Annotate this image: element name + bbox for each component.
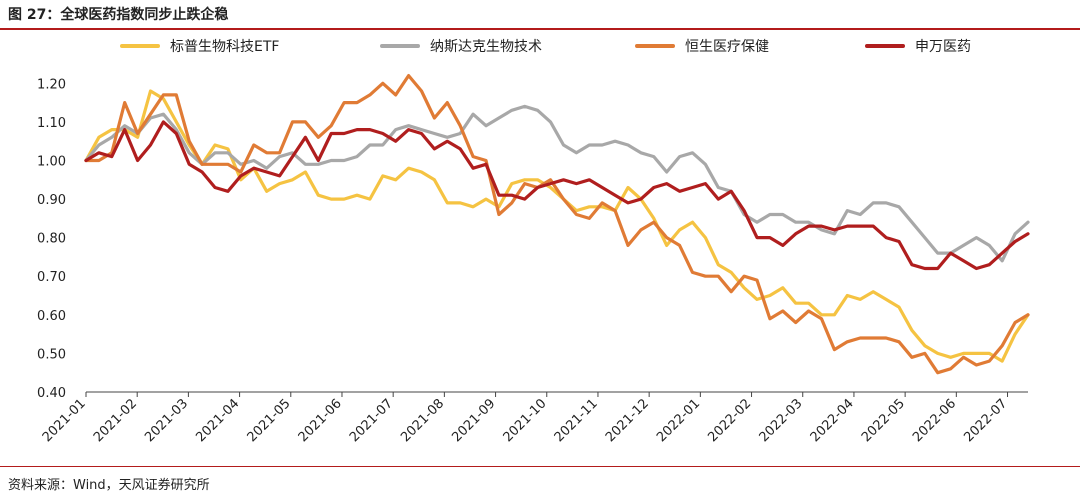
x-tick-label: 2021-07: [347, 396, 396, 445]
y-tick-label: 0.60: [37, 309, 66, 324]
y-tick-label: 0.80: [37, 232, 66, 247]
x-tick-label: 2022-01: [654, 396, 703, 445]
legend-item-nasdaq-biotech: 纳斯达克生物技术: [380, 36, 542, 56]
x-tick-label: 2021-03: [142, 396, 191, 445]
legend-swatch-sp-biotech: [120, 44, 160, 48]
page-title: 图 27：全球医药指数同步止跌企稳: [8, 7, 229, 23]
x-tick-label: 2022-04: [808, 396, 857, 445]
series-line-sw-pharma: [84, 120, 1030, 271]
source-note: 资料来源：Wind，天风证券研究所: [8, 478, 210, 493]
legend-label-sw-pharma: 申万医药: [915, 39, 971, 55]
x-tick-label: 2022-02: [705, 396, 754, 445]
x-tick-label: 2021-12: [603, 396, 652, 445]
x-tick-label: 2021-01: [40, 396, 89, 445]
x-tick-label: 2021-11: [552, 396, 601, 445]
x-tick-label: 2021-10: [501, 396, 550, 445]
y-tick-label: 0.90: [37, 193, 66, 208]
x-tick-label: 2021-05: [245, 396, 294, 445]
source-divider: [0, 466, 1080, 467]
series-line-hang-seng-healthcare: [84, 74, 1030, 375]
legend-swatch-nasdaq-biotech: [380, 44, 420, 48]
legend-item-sw-pharma: 申万医药: [865, 36, 971, 56]
x-tick-label: 2022-03: [757, 396, 806, 445]
legend-item-sp-biotech: 标普生物科技ETF: [120, 36, 279, 56]
legend-label-sp-biotech: 标普生物科技ETF: [170, 39, 280, 55]
legend-item-hang-seng-healthcare: 恒生医疗保健: [635, 36, 769, 56]
x-tick-label: 2022-06: [910, 396, 959, 445]
series-line-nasdaq-biotech: [84, 104, 1030, 263]
x-tick-label: 2021-02: [91, 396, 140, 445]
x-tick-label: 2021-08: [398, 396, 447, 445]
series-line-sp-biotech: [84, 89, 1030, 363]
chart-legend: 标普生物科技ETF 纳斯达克生物技术 恒生医疗保健 申万医药: [120, 36, 1040, 56]
x-tick-label: 2022-07: [961, 396, 1010, 445]
y-tick-label: 1.20: [37, 77, 66, 92]
x-tick-label: 2021-06: [296, 396, 345, 445]
x-tick-label: 2022-05: [859, 396, 908, 445]
x-tick-label: 2021-09: [449, 396, 498, 445]
y-tick-label: 0.70: [37, 270, 66, 285]
y-tick-label: 1.00: [37, 154, 66, 169]
legend-label-nasdaq-biotech: 纳斯达克生物技术: [430, 39, 542, 55]
title-divider: [0, 28, 1080, 30]
legend-swatch-sw-pharma: [865, 44, 905, 48]
y-tick-label: 1.10: [37, 116, 66, 131]
y-tick-label: 0.40: [37, 386, 66, 401]
legend-label-hang-seng-healthcare: 恒生医疗保健: [685, 39, 769, 55]
x-tick-label: 2021-04: [193, 396, 242, 445]
chart-series-lines: [84, 74, 1030, 375]
y-tick-label: 0.50: [37, 347, 66, 362]
legend-swatch-hang-seng-healthcare: [635, 44, 675, 48]
